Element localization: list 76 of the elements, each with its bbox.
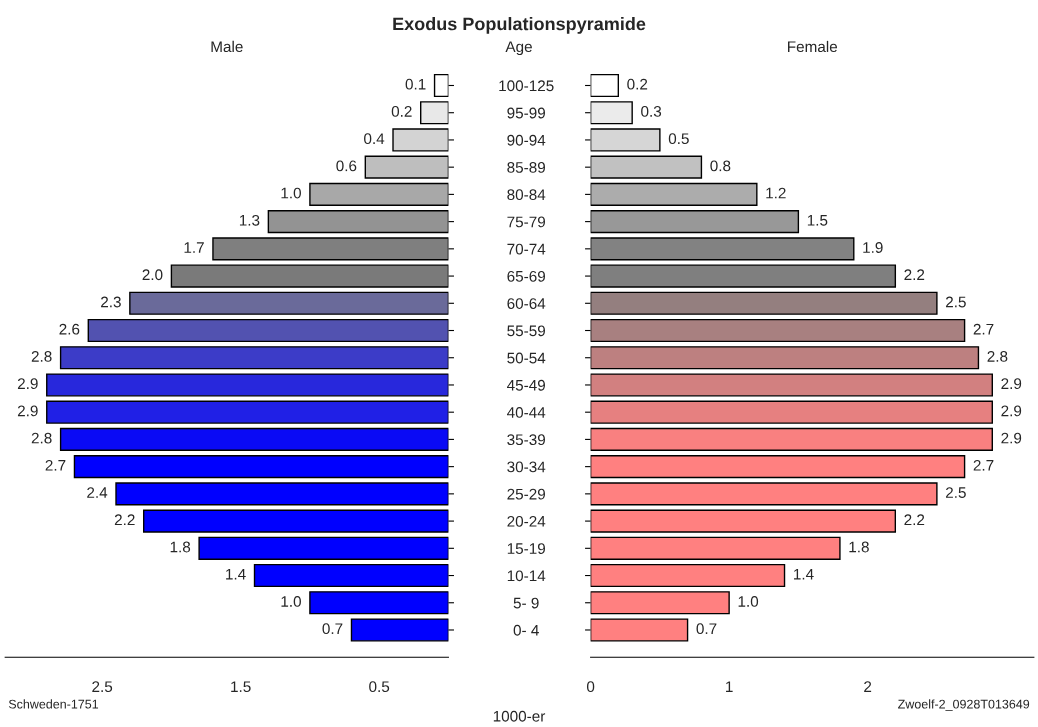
- x-tick-label: 1.5: [231, 681, 251, 693]
- data-label: 2.9: [17, 405, 38, 417]
- y-tick-label: 10-14: [507, 570, 546, 582]
- y-tick-label: 100-125: [499, 80, 554, 92]
- data-label: 0.8: [710, 160, 731, 172]
- x-tick-label: 2.5: [92, 681, 113, 693]
- chart-subtitle: Male: [211, 40, 243, 53]
- y-tick-label: 45-49: [507, 379, 546, 391]
- data-label: 0.7: [322, 623, 343, 635]
- y-tick-label: 20-24: [507, 515, 546, 527]
- data-label: 0.5: [668, 133, 689, 145]
- data-label: 1.4: [226, 568, 246, 580]
- data-label: 1.4: [794, 568, 814, 580]
- y-tick-label: 75-79: [507, 216, 546, 228]
- text: Schweden-1751: [8, 699, 99, 709]
- data-label: 2.3: [101, 296, 121, 308]
- data-label: 2.4: [87, 487, 108, 498]
- y-tick-label: 5- 9: [513, 597, 539, 609]
- data-label: 2.2: [904, 514, 925, 526]
- data-label: 1.0: [738, 596, 759, 607]
- data-label: 2.6: [59, 323, 80, 335]
- data-label: 2.2: [904, 269, 925, 281]
- data-label: 0.6: [336, 160, 357, 172]
- x-axis-title: 1000-er: [493, 710, 546, 722]
- y-tick-label: 65-69: [507, 270, 546, 282]
- y-tick-label: 85-89: [507, 162, 546, 173]
- data-label: 1.2: [766, 187, 786, 199]
- data-label: 1.0: [281, 596, 301, 607]
- data-label: 1.0: [281, 187, 301, 199]
- y-tick-label: 90-94: [507, 134, 546, 146]
- x-tick-label: 0: [586, 681, 595, 693]
- y-tick-label: 35-39: [507, 434, 546, 446]
- data-label: 0.7: [696, 623, 717, 635]
- y-tick-label: 40-44: [507, 407, 546, 418]
- y-axis-title: Age: [505, 41, 532, 56]
- data-label: 0.1: [405, 78, 426, 90]
- data-label: 2.9: [17, 378, 38, 390]
- chart-subtitle: Female: [788, 40, 838, 53]
- data-label: 2.7: [973, 459, 994, 471]
- y-tick-label: 80-84: [507, 189, 546, 201]
- data-label: 0.3: [641, 106, 662, 117]
- text: Zwoelf-2_0928T013649: [898, 699, 1030, 711]
- y-tick-label: 70-74: [507, 243, 546, 255]
- data-label: 0.2: [391, 106, 412, 117]
- data-label: 2.8: [31, 432, 52, 444]
- data-label: 2.8: [31, 351, 52, 362]
- data-label: 2.9: [1001, 432, 1022, 444]
- x-tick-label: 2: [864, 681, 872, 692]
- x-tick-label: 1: [726, 681, 733, 692]
- y-tick-label: 55-59: [507, 325, 546, 337]
- data-label: 1.7: [184, 242, 204, 253]
- data-label: 2.9: [1001, 405, 1022, 417]
- data-label: 0.4: [364, 133, 385, 145]
- y-tick-label: 25-29: [507, 488, 546, 500]
- data-label: 2.9: [1001, 378, 1022, 390]
- y-tick-label: 60-64: [507, 298, 546, 309]
- data-label: 2.0: [142, 269, 163, 281]
- data-label: 1.5: [807, 215, 828, 226]
- y-tick-label: 50-54: [507, 352, 546, 364]
- y-tick-label: 0- 4: [513, 624, 539, 636]
- y-tick-label: 95-99: [507, 107, 546, 119]
- data-label: 1.8: [170, 541, 191, 553]
- data-label: 2.8: [987, 351, 1008, 362]
- data-label: 2.2: [114, 514, 135, 526]
- data-label: 1.8: [849, 541, 869, 553]
- y-tick-label: 15-19: [507, 543, 546, 554]
- data-label: 1.9: [863, 242, 883, 253]
- data-label: 2.7: [973, 323, 994, 335]
- data-label: 1.3: [239, 214, 260, 226]
- text: Exodus Populationspyramide: [393, 17, 646, 34]
- data-label: 0.2: [627, 78, 648, 90]
- data-label: 2.7: [45, 459, 66, 471]
- data-label: 2.5: [945, 296, 966, 308]
- y-tick-label: 30-34: [507, 461, 546, 473]
- x-tick-label: 0.5: [369, 681, 390, 693]
- data-label: 2.5: [945, 487, 966, 498]
